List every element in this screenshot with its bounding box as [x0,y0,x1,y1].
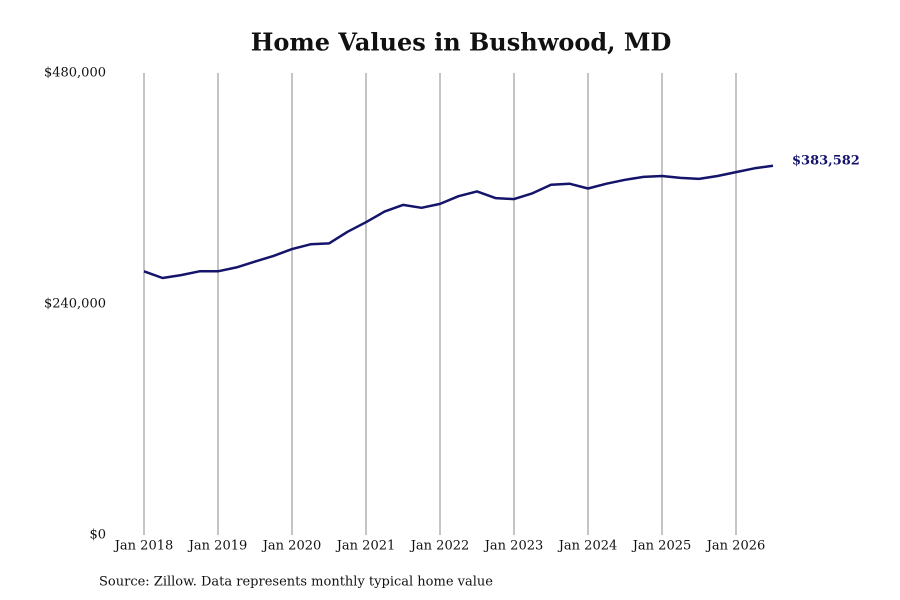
x-tick-label: Jan 2018 [113,539,174,554]
x-tick-label: Jan 2024 [557,539,618,554]
x-tick-label: Jan 2019 [187,539,248,554]
chart-title: Home Values in Bushwood, MD [251,28,672,57]
end-value-label: $383,582 [792,153,860,168]
x-tick-label: Jan 2023 [483,539,544,554]
y-tick-label: $0 [89,528,106,543]
x-tick-label: Jan 2020 [261,539,322,554]
source-note: Source: Zillow. Data represents monthly … [99,575,493,590]
y-tick-label: $480,000 [44,66,106,81]
x-tick-label: Jan 2022 [409,539,470,554]
x-tick-label: Jan 2025 [631,539,692,554]
data-line [143,164,774,280]
x-tick-label: Jan 2026 [705,539,766,554]
y-tick-label: $240,000 [44,297,106,312]
x-tick-label: Jan 2021 [335,539,396,554]
